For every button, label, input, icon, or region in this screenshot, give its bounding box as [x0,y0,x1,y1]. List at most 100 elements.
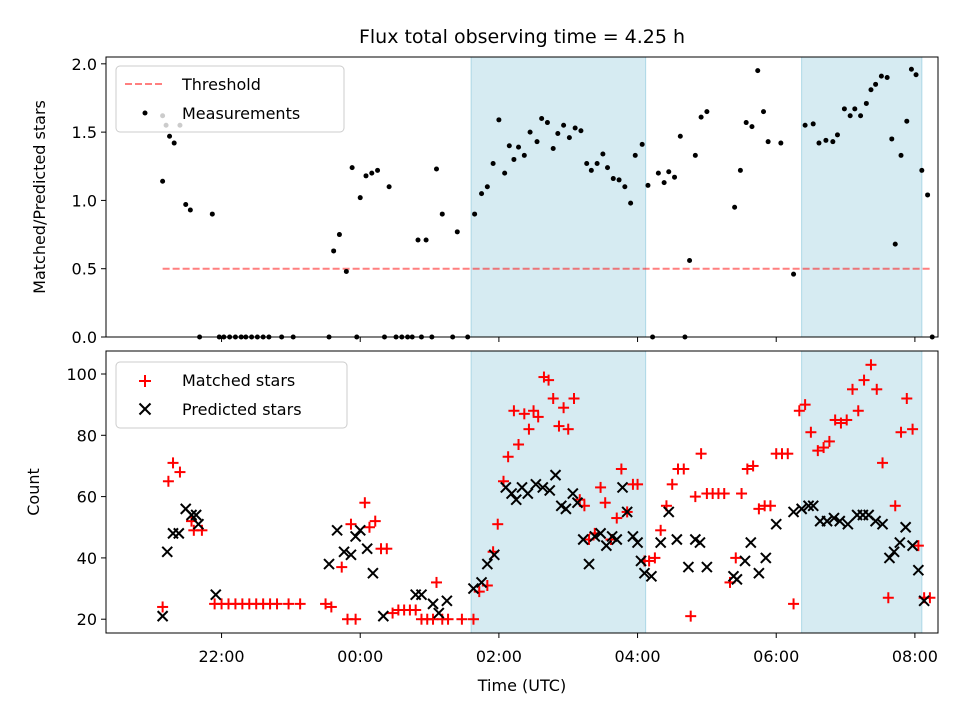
measurement-point [369,170,375,176]
matched-point [788,598,800,610]
bottom-legend-box [115,361,348,429]
predicted-point [745,536,757,549]
matched-point [695,448,707,460]
matched-point [558,402,570,414]
measurement-point [622,184,628,190]
matched-point [595,481,607,493]
predicted-point [912,564,925,576]
predicted-point [190,509,202,521]
measurement-point [363,173,369,179]
measurement-point [349,165,355,171]
legend-predicted-label: Predicted stars [182,400,302,419]
matched-point [889,500,901,512]
matched-point [283,598,295,610]
matched-point [508,405,520,417]
top-x-ticks [221,337,916,342]
measurement-point [841,106,847,112]
matched-point [615,463,627,475]
predicted-point [441,595,453,607]
measurement-point [692,152,698,158]
predicted-point [627,530,639,543]
top-y-tick-label: 1.0 [72,191,97,210]
measurement-point [187,207,193,213]
measurement-point [566,135,572,141]
bottom-y-tick-label: 20 [77,610,97,629]
predicted-point [349,530,362,543]
measurement-point [823,137,829,143]
matched-point [829,414,841,426]
matched-point [901,393,913,405]
matched-point [741,463,753,475]
matched-point [730,552,742,564]
measurement-point [898,152,904,158]
matched-point [818,442,830,454]
predicted-point [770,518,782,530]
predicted-point [682,561,695,573]
matched-point [174,466,186,478]
predicted-point [888,546,900,558]
predicted-point [161,546,173,558]
shaded-interval [471,351,646,633]
matched-point [812,445,824,457]
matched-point [162,475,174,487]
measurement-point [816,140,822,146]
measurement-point [802,122,808,128]
matched-point [568,393,580,405]
matched-point [643,555,655,567]
measurement-point [610,176,616,182]
predicted-point [611,533,623,546]
measurement-point [454,229,460,235]
matched-point [799,399,811,411]
matched-point [369,515,381,527]
matched-point [430,576,442,588]
measurement-point [616,177,622,183]
measurement-point [479,191,485,197]
measurement-point [778,140,784,146]
measurement-point [628,200,634,206]
measurement-point [516,144,522,150]
bottom-x-axis: 22:00 00:00 02:00 04:00 06:00 08:00 [199,633,938,666]
measurement-point [521,152,527,158]
measurement-point [423,237,429,243]
measurement-point [889,136,895,142]
measurement-point [550,146,556,152]
predicted-point [906,539,919,552]
legend-measurements-label: Measurements [182,104,300,123]
predicted-point [638,567,651,579]
matched-point [363,521,375,533]
predicted-point [635,555,647,567]
matched-point [410,604,422,616]
legend-threshold-label: Threshold [181,75,261,94]
measurement-point [830,139,836,145]
legend-predicted-swatch [138,402,152,416]
measurement-point [878,73,884,79]
measurement-point [810,121,816,127]
matched-point [718,488,730,500]
predicted-point [802,500,815,512]
matched-point [532,411,544,423]
predicted-point [510,493,522,506]
x-tick-label: 08:00 [892,647,938,666]
measurement-point [496,117,502,123]
bottom-plot-frame [105,350,939,634]
matched-point [611,512,623,524]
predicted-point [594,527,607,540]
predicted-point [345,549,357,561]
measurement-point [732,204,738,210]
measurement-point [357,195,363,201]
predicted-point [567,487,579,500]
matched-point [381,543,393,555]
measurement-point [375,167,381,173]
bottom-y-tick-label: 100 [66,365,97,384]
measurement-point [908,66,914,72]
matched-point [907,423,919,435]
predicted-point [876,518,889,530]
matched-point [912,540,924,552]
measurement-point [704,109,710,115]
matched-point [523,423,535,435]
matched-point [895,426,907,438]
x-tick-label: 02:00 [476,647,522,666]
measurement-point [386,184,392,190]
matched-point [841,414,853,426]
matched-point [359,497,371,509]
